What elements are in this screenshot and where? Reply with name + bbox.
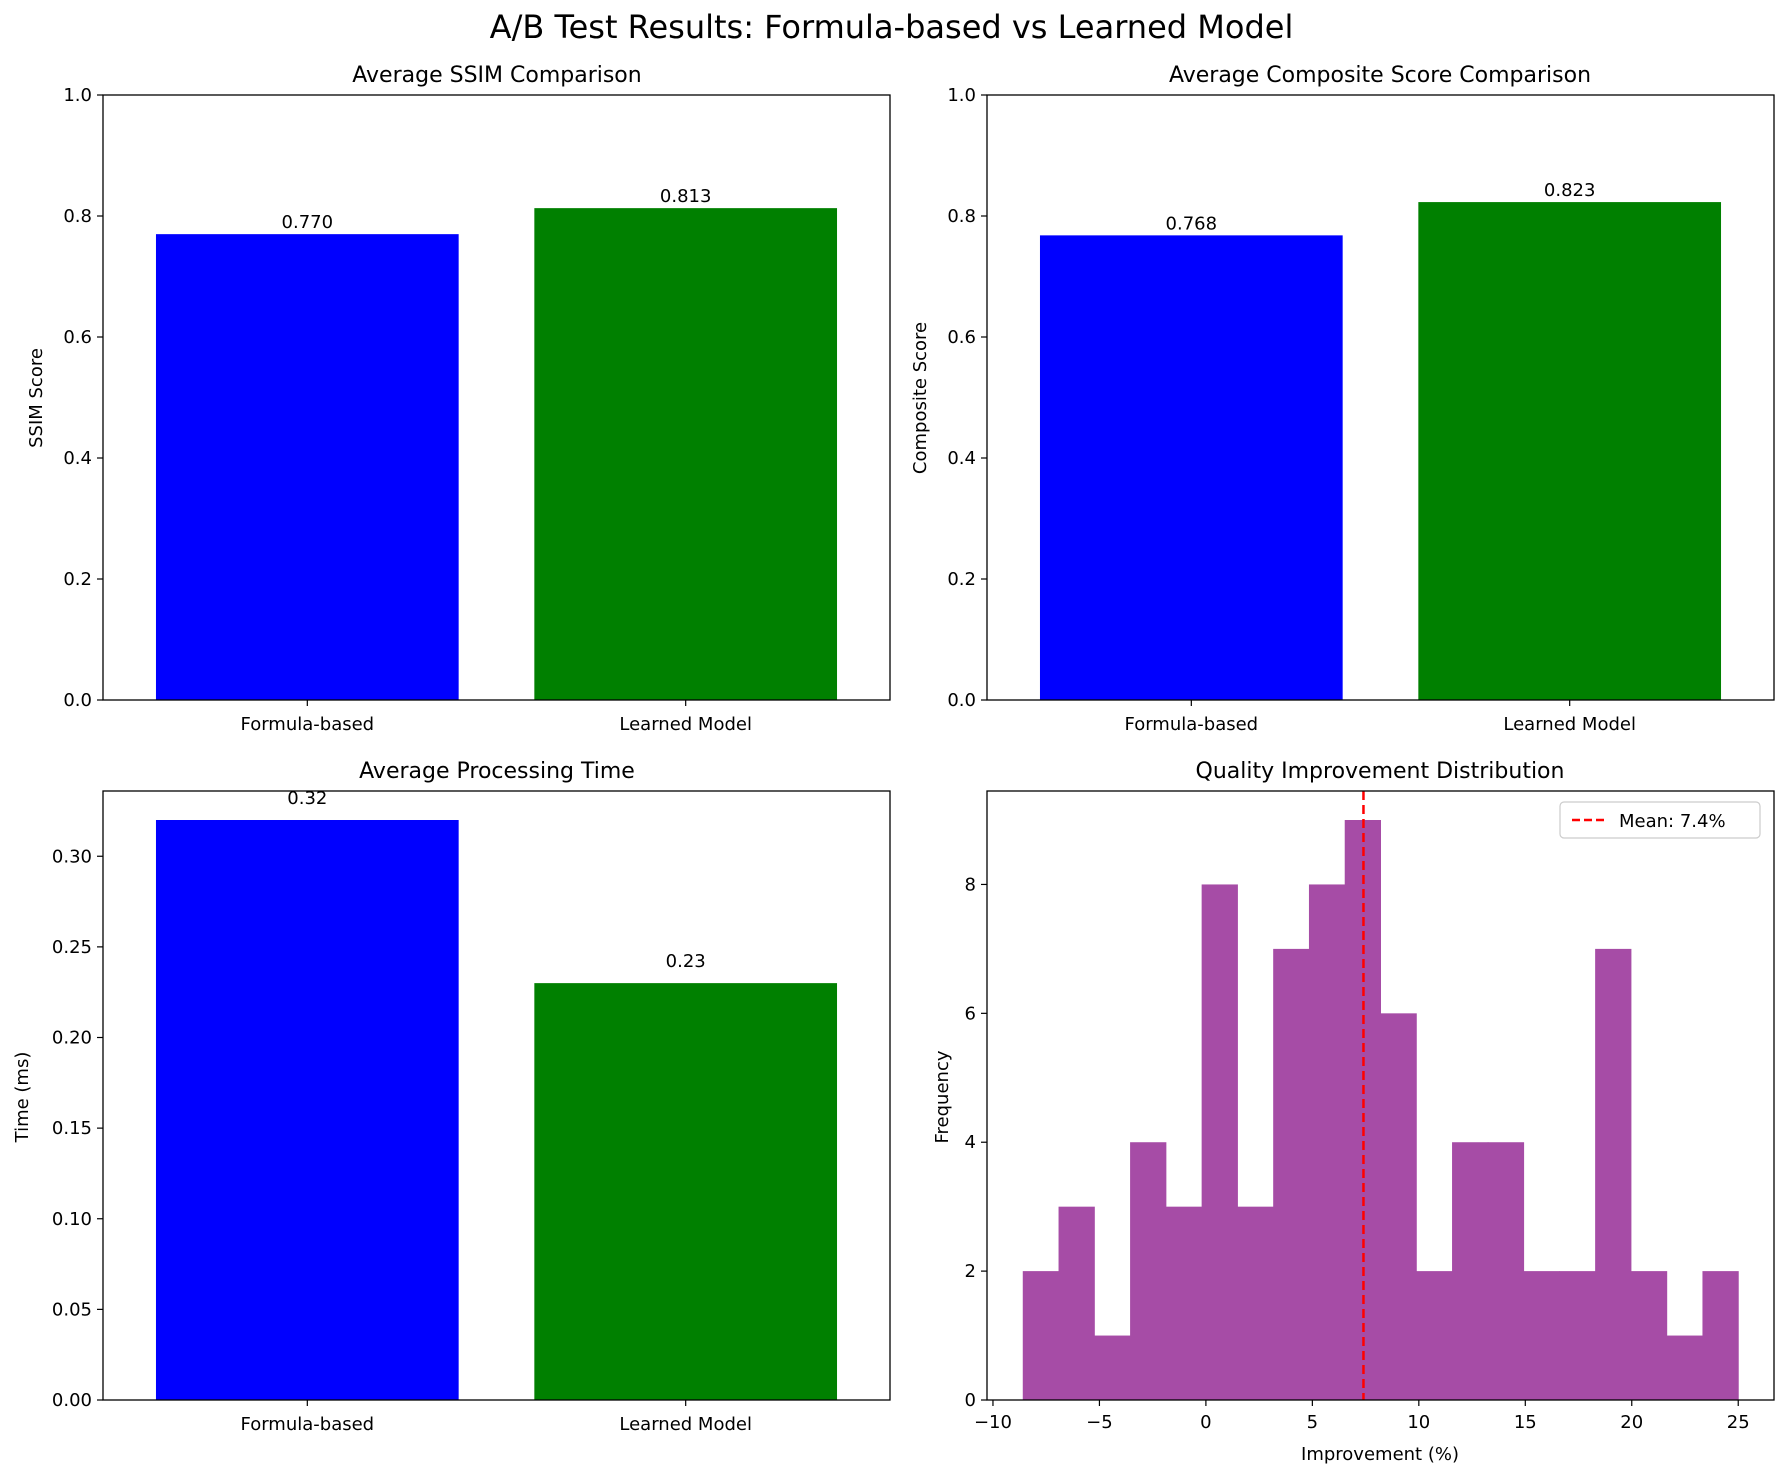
ssim-ytick-label: 0.8 [63,206,92,227]
time-ytick-label: 0.20 [52,1028,92,1049]
histogram-bin-3 [1130,1142,1167,1400]
ssim-panel-title: Average SSIM Comparison [352,63,641,88]
histogram-xtick-label: 0 [1200,1412,1211,1433]
composite-ytick-label: 0.6 [947,327,976,348]
ssim-bar-0 [155,234,459,700]
histogram-bin-17 [1630,1271,1668,1400]
histogram-ytick-label: 4 [965,1132,976,1153]
histogram-bin-14 [1523,1271,1560,1400]
histogram-bin-12 [1452,1142,1489,1400]
histogram-ytick-label: 8 [965,874,976,895]
histogram-panel-xlabel: Improvement (%) [1301,1444,1459,1465]
time-data-label-1: 0.23 [666,951,706,972]
ssim-data-label-1: 0.813 [660,186,712,207]
histogram-xtick-label: −5 [1086,1412,1113,1433]
histogram-bin-0 [1022,1271,1060,1400]
figure-suptitle: A/B Test Results: Formula-based vs Learn… [490,8,1294,46]
histogram-axes-frame [986,790,1775,1401]
histogram-bin-11 [1416,1271,1453,1400]
composite-ytick-label: 0.8 [947,206,976,227]
histogram-xtick-label: 10 [1407,1412,1430,1433]
histogram-bin-16 [1595,948,1632,1400]
composite-bar-1 [1418,202,1722,700]
composite-bar-0 [1039,235,1343,701]
histogram-xtick-label: −10 [974,1412,1012,1433]
histogram-bin-8 [1308,884,1346,1400]
time-ytick-label: 0.10 [52,1209,92,1230]
ssim-ytick-label: 0.6 [63,327,92,348]
ssim-axes-frame [102,94,891,701]
histogram-legend: Mean: 7.4% [1559,801,1761,839]
composite-panel: Average Composite Score Comparison Compo… [910,63,1775,735]
histogram-bin-13 [1487,1142,1525,1400]
composite-data-label-1: 0.823 [1544,180,1596,201]
time-ytick-label: 0.15 [52,1118,92,1139]
ssim-xtick-label-0: Formula-based [241,714,375,735]
legend-mean-label: Mean: 7.4% [1619,811,1726,832]
composite-axes-frame [986,94,1775,701]
histogram-bin-6 [1237,1206,1274,1400]
ssim-ytick-label: 0.4 [63,448,92,469]
time-data-label-0: 0.32 [287,788,327,809]
composite-panel-ylabel: Composite Score [910,322,931,474]
composite-data-label-0: 0.768 [1166,213,1218,234]
histogram-bin-7 [1273,948,1310,1400]
histogram-bin-15 [1559,1271,1596,1400]
composite-ytick-label: 1.0 [947,85,976,106]
histogram-bin-18 [1666,1335,1703,1400]
ssim-bar-1 [534,208,838,700]
histogram-bin-1 [1058,1206,1095,1400]
histogram-xtick-label: 20 [1620,1412,1643,1433]
composite-ytick-label: 0.4 [947,448,976,469]
time-xtick-label-1: Learned Model [619,1414,752,1435]
histogram-bin-10 [1380,1013,1417,1400]
time-bar-1 [534,983,838,1400]
histogram-xtick-label: 25 [1727,1412,1750,1433]
histogram-ytick-label: 0 [965,1390,976,1411]
histogram-bin-19 [1702,1271,1739,1400]
histogram-bin-4 [1165,1206,1203,1400]
ssim-ytick-label: 0.2 [63,569,92,590]
histogram-bin-2 [1094,1335,1131,1400]
ssim-ytick-label: 1.0 [63,85,92,106]
time-panel-ylabel: Time (ms) [12,1052,33,1144]
time-ytick-label: 0.25 [52,937,92,958]
time-panel: Average Processing Time Time (ms) 0.32 Fo… [12,759,891,1435]
composite-xtick-label-1: Learned Model [1503,714,1636,735]
ssim-data-label-0: 0.770 [282,212,334,233]
histogram-bin-5 [1201,884,1238,1400]
time-ytick-label: 0.00 [52,1390,92,1411]
ssim-xtick-label-1: Learned Model [619,714,752,735]
composite-ytick-label: 0.2 [947,569,976,590]
composite-ytick-label: 0.0 [947,690,976,711]
time-ytick-label: 0.05 [52,1299,92,1320]
time-bar-0 [155,820,459,1400]
ssim-panel: Average SSIM Comparison SSIM Score 0.770… [26,63,891,735]
ssim-ytick-label: 0.0 [63,690,92,711]
histogram-xtick-label: 5 [1307,1412,1318,1433]
ssim-panel-ylabel: SSIM Score [26,348,47,448]
histogram-panel: Quality Improvement Distribution Frequen… [932,759,1775,1465]
histogram-panel-title: Quality Improvement Distribution [1196,759,1565,784]
histogram-panel-ylabel: Frequency [932,1050,953,1143]
histogram-xtick-label: 15 [1514,1412,1537,1433]
composite-panel-title: Average Composite Score Comparison [1169,63,1591,88]
time-ytick-label: 0.30 [52,846,92,867]
time-xtick-label-0: Formula-based [241,1414,375,1435]
time-axes-frame [102,790,891,1401]
composite-xtick-label-0: Formula-based [1125,714,1259,735]
histogram-ytick-label: 6 [965,1003,976,1024]
legend-frame [1559,801,1761,839]
time-panel-title: Average Processing Time [359,759,635,784]
histogram-ytick-label: 2 [965,1261,976,1282]
